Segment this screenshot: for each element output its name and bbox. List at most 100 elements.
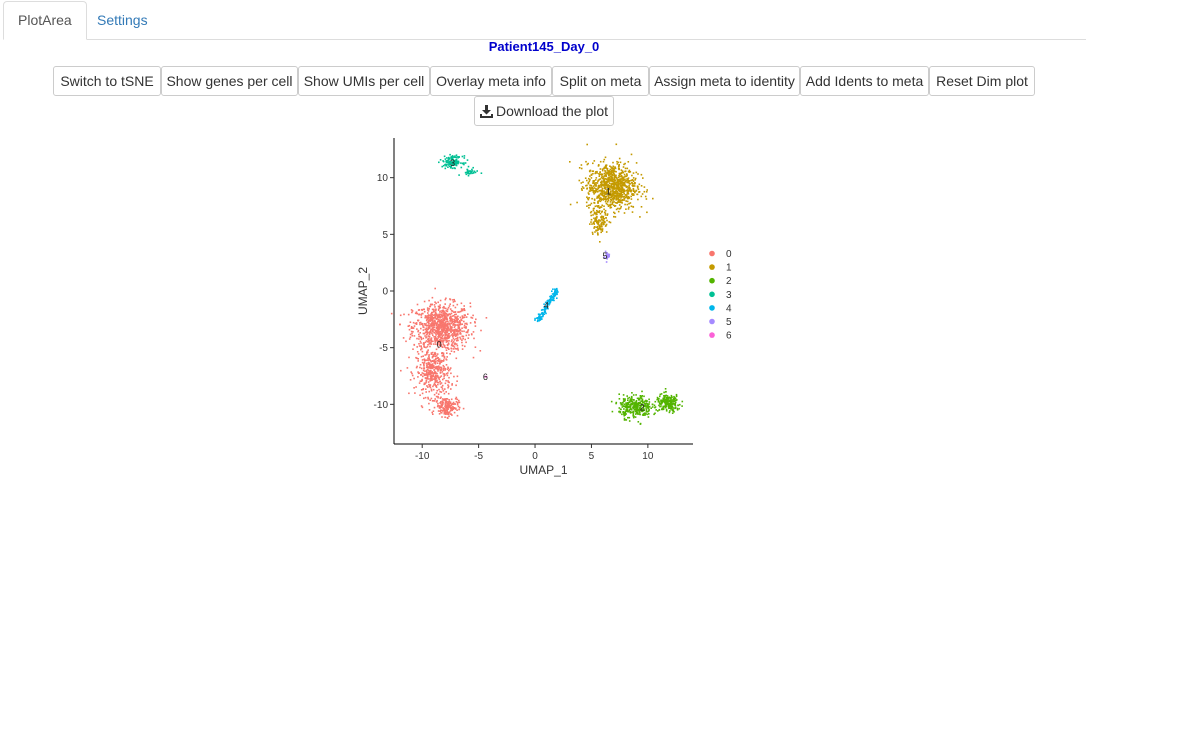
tab-settings[interactable]: Settings xyxy=(97,12,148,28)
data-point xyxy=(423,367,425,370)
data-point xyxy=(581,186,584,188)
data-point xyxy=(452,314,455,317)
data-point xyxy=(420,314,423,316)
data-point xyxy=(461,327,463,329)
data-point xyxy=(625,413,627,415)
data-point xyxy=(618,411,620,413)
data-point xyxy=(628,396,631,399)
data-point xyxy=(596,197,598,199)
data-point xyxy=(427,363,429,365)
data-point xyxy=(433,326,435,328)
data-point xyxy=(599,198,601,200)
data-point xyxy=(450,344,453,347)
switch-to-tsne-button[interactable]: Switch to tSNE xyxy=(53,66,161,96)
data-point xyxy=(426,350,429,353)
data-point xyxy=(624,194,627,196)
data-point xyxy=(454,155,456,157)
data-point xyxy=(446,325,448,328)
data-point xyxy=(626,403,629,405)
data-point xyxy=(437,335,439,338)
data-point xyxy=(601,229,604,231)
download-plot-button[interactable]: Download the plot xyxy=(474,96,614,126)
data-point xyxy=(423,363,425,365)
data-point xyxy=(598,178,601,181)
data-point xyxy=(600,227,602,230)
data-point xyxy=(593,207,595,210)
cluster-0-points xyxy=(390,287,488,419)
data-point xyxy=(430,367,432,369)
data-point xyxy=(441,346,444,348)
data-point xyxy=(611,202,614,204)
data-point xyxy=(425,323,427,325)
data-point xyxy=(461,155,464,158)
data-point xyxy=(592,191,595,193)
data-point xyxy=(617,189,620,192)
data-point xyxy=(623,193,625,195)
data-point xyxy=(475,318,477,321)
data-point xyxy=(617,207,619,210)
data-point xyxy=(621,202,623,204)
data-point xyxy=(599,171,601,174)
data-point xyxy=(596,216,598,218)
data-point xyxy=(601,169,604,172)
overlay-meta-info-button[interactable]: Overlay meta info xyxy=(430,66,552,96)
data-point xyxy=(459,322,462,324)
data-point xyxy=(399,323,401,326)
data-point xyxy=(445,347,447,349)
data-point xyxy=(468,334,470,336)
data-point xyxy=(431,311,433,314)
data-point xyxy=(425,380,428,382)
data-point xyxy=(593,199,596,201)
data-point xyxy=(603,221,606,223)
y-tick-label: 5 xyxy=(382,230,388,241)
data-point xyxy=(446,374,449,377)
data-point xyxy=(645,409,648,411)
show-genes-per-cell-button[interactable]: Show genes per cell xyxy=(161,66,298,96)
data-point xyxy=(651,406,654,408)
data-point xyxy=(606,171,608,174)
data-point xyxy=(433,322,436,325)
data-point xyxy=(668,396,671,399)
data-point xyxy=(445,341,448,343)
data-point xyxy=(445,161,448,163)
data-point xyxy=(602,160,605,163)
data-point xyxy=(471,172,473,175)
data-point xyxy=(609,201,612,203)
data-point xyxy=(435,332,437,335)
tab-plotarea[interactable]: PlotArea xyxy=(3,1,87,40)
data-point xyxy=(626,410,629,413)
data-point xyxy=(657,401,660,403)
data-point xyxy=(438,365,440,367)
data-point xyxy=(643,395,645,398)
data-point xyxy=(469,322,472,324)
show-umis-per-cell-button[interactable]: Show UMIs per cell xyxy=(298,66,430,96)
reset-dim-plot-button[interactable]: Reset Dim plot xyxy=(929,66,1035,96)
data-point xyxy=(621,194,624,196)
data-point xyxy=(443,344,446,347)
data-point xyxy=(632,172,635,174)
data-point xyxy=(586,196,588,198)
data-point xyxy=(410,309,413,311)
data-point xyxy=(446,413,449,415)
data-point xyxy=(420,345,422,347)
data-point xyxy=(453,162,456,164)
data-point xyxy=(447,161,450,164)
data-point xyxy=(442,352,445,354)
data-point xyxy=(619,175,621,178)
data-point xyxy=(474,346,477,348)
assign-meta-to-identity-button[interactable]: Assign meta to identity xyxy=(649,66,800,96)
data-point xyxy=(420,342,422,344)
data-point xyxy=(442,360,445,362)
data-point xyxy=(445,403,447,406)
data-point xyxy=(634,401,636,404)
data-point xyxy=(447,366,449,369)
data-point xyxy=(427,335,430,337)
data-point xyxy=(611,177,614,179)
add-idents-to-meta-button[interactable]: Add Idents to meta xyxy=(800,66,929,96)
data-point xyxy=(447,408,449,410)
data-point xyxy=(645,198,648,200)
data-point xyxy=(619,161,622,164)
data-point xyxy=(645,413,647,415)
split-on-meta-button[interactable]: Split on meta xyxy=(552,66,649,96)
